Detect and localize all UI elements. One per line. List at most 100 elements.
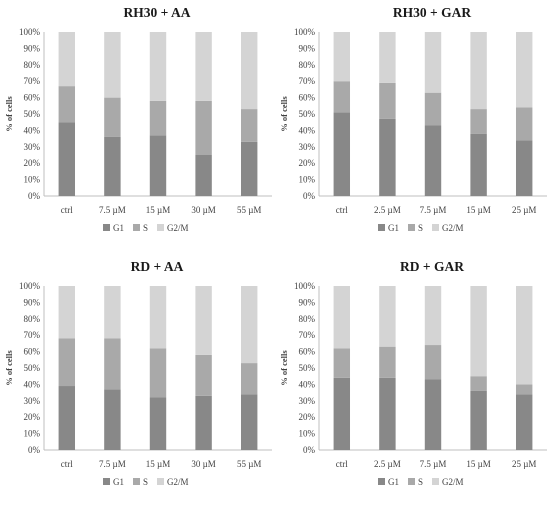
bar-segment-g2m [515,32,533,108]
x-tick-label: ctrl [336,205,348,215]
y-axis-label: % of cells [4,350,14,386]
bar-segment-s [149,100,167,136]
bar-segment-s [104,338,121,390]
y-tick-label: 20% [299,158,316,168]
y-tick-label: 30% [24,396,41,406]
bar-segment-s [515,384,533,395]
y-tick-label: 90% [299,43,316,53]
bar-segment-g1 [195,395,212,450]
legend-label: G2/M [442,477,464,487]
y-tick-label: 40% [24,379,41,389]
legend-label: S [143,223,148,233]
legend-label: G1 [113,223,124,233]
bar-segment-g2m [104,32,121,98]
x-tick-label: 2.5 µM [374,205,401,215]
y-tick-label: 50% [299,109,316,119]
legend-label: G2/M [167,477,189,487]
x-tick-label: 7.5 µM [420,205,447,215]
bar-segment-g1 [149,135,167,196]
y-tick-label: 0% [303,445,316,455]
y-tick-label: 50% [299,363,316,373]
x-tick-label: 25 µM [512,459,536,469]
y-tick-label: 30% [24,142,41,152]
chart-panel-rh30-aa: RH30 + AA % of cells 0% 10% 20% 30% 40% 50% 60% 7… [0,0,275,254]
bar-segment-g1 [104,389,121,450]
bar-segment-g1 [149,397,167,450]
y-axis-label: % of cells [279,96,289,132]
y-axis-label: % of cells [4,96,14,132]
bar-segment-s [470,376,487,391]
y-tick-label: 60% [299,93,316,103]
bar-segment-s [104,97,121,137]
y-tick-label: 50% [24,363,41,373]
y-tick-label: 100% [19,281,41,291]
bar-segment-g2m [240,286,258,364]
legend-swatch [133,224,140,231]
bar-segment-s [149,348,167,398]
chart-title: RD + AA [131,259,184,274]
legend-label: S [143,477,148,487]
bar-segment-s [58,338,76,387]
bar-segment-g1 [195,155,212,196]
bar-segment-s [333,81,351,113]
bar-segment-s [240,363,258,395]
bar-segment-g2m [379,32,396,83]
chart-panel-rd-gar: RD + GAR % of cells 0% 10% 20% 30% 40% 50% 60% 70… [275,254,550,508]
bar-segment-s [379,82,396,119]
y-tick-label: 20% [24,158,41,168]
y-tick-label: 40% [299,125,316,135]
legend-swatch [157,478,164,485]
bar-segment-s [195,354,212,396]
bar-segment-s [333,348,351,378]
bar-segment-g2m [333,286,351,349]
y-tick-label: 10% [24,429,41,439]
y-tick-label: 80% [24,314,41,324]
y-tick-label: 100% [19,27,41,37]
y-tick-label: 70% [299,76,316,86]
y-tick-label: 100% [294,281,316,291]
bar-segment-g2m [470,32,487,110]
y-tick-label: 0% [303,191,316,201]
legend-swatch [408,224,415,231]
x-tick-label: 55 µM [237,459,261,469]
bar-segment-g1 [379,118,396,196]
y-tick-label: 10% [24,175,41,185]
y-tick-label: 30% [299,396,316,406]
legend-swatch [133,478,140,485]
stacked-bar-chart: RD + GAR % of cells 0% 10% 20% 30% 40% 50% 60% 70… [279,259,547,487]
x-tick-label: 55 µM [237,205,261,215]
bar-segment-g1 [470,390,487,450]
y-tick-label: 40% [299,379,316,389]
bar-segment-g1 [515,394,533,450]
bar-segment-g2m [515,286,533,385]
bar-segment-g1 [240,141,258,196]
bar-segment-g1 [515,140,533,196]
bar-segment-g2m [58,286,76,339]
y-tick-label: 50% [24,109,41,119]
y-tick-label: 90% [299,297,316,307]
y-tick-label: 70% [24,76,41,86]
bar-segment-s [240,109,258,142]
legend-swatch [103,478,110,485]
y-tick-label: 20% [299,412,316,422]
y-tick-label: 70% [24,330,41,340]
bar-segment-s [195,100,212,155]
x-tick-label: 15 µM [466,459,490,469]
x-tick-label: 7.5 µM [99,459,126,469]
legend-label: G2/M [167,223,189,233]
bar-segment-s [424,92,442,126]
y-tick-label: 0% [28,445,41,455]
chart-title: RH30 + AA [124,5,191,20]
legend-swatch [408,478,415,485]
bar-segment-g1 [58,386,76,450]
bar-segment-g2m [195,286,212,355]
x-tick-label: 15 µM [466,205,490,215]
x-tick-label: 15 µM [146,205,170,215]
x-tick-label: ctrl [61,205,73,215]
y-tick-label: 10% [299,429,316,439]
legend-swatch [432,478,439,485]
bar-segment-g2m [333,32,351,82]
bar-segment-g1 [333,112,351,196]
x-tick-label: ctrl [61,459,73,469]
